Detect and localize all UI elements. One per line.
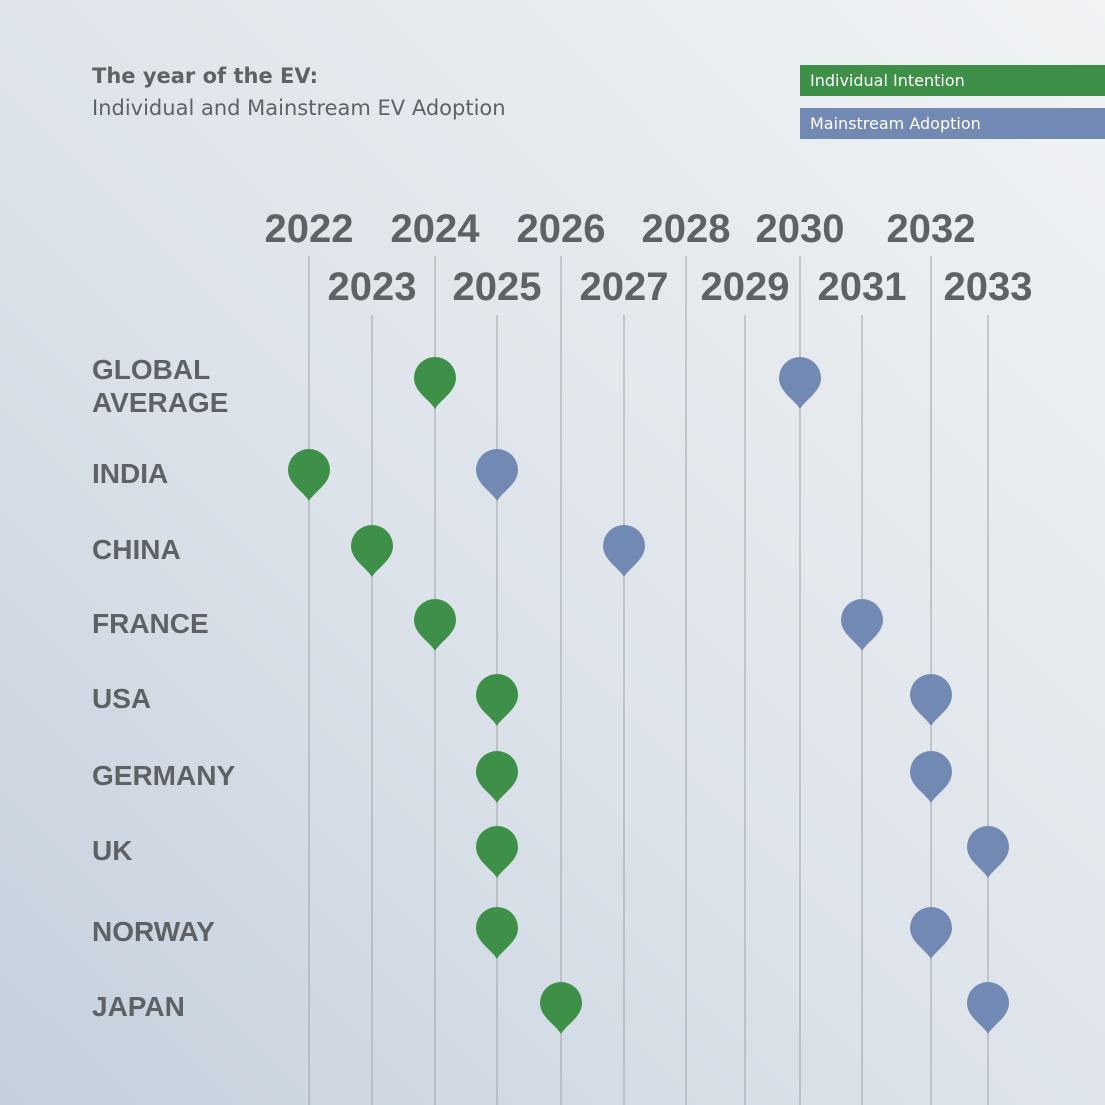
- country-label: USA: [92, 683, 151, 714]
- adoption-pin-france: [841, 599, 883, 651]
- legend-individual-intention: Individual Intention: [800, 65, 1105, 96]
- country-label: JAPAN: [92, 991, 185, 1022]
- intention-pin-china: [351, 525, 393, 577]
- intention-pin-usa: [476, 674, 518, 726]
- year-label-2023: 2023: [328, 265, 417, 309]
- adoption-pin-germany: [910, 751, 952, 803]
- intention-pin-global-average: [414, 357, 456, 409]
- legend-mainstream-adoption: Mainstream Adoption: [800, 108, 1105, 139]
- adoption-pin-norway: [910, 907, 952, 959]
- intention-pin-norway: [476, 907, 518, 959]
- adoption-pin-global-average: [779, 357, 821, 409]
- year-label-2029: 2029: [701, 265, 790, 309]
- intention-pin-japan: [540, 982, 582, 1034]
- country-label: FRANCE: [92, 608, 209, 639]
- country-label: INDIA: [92, 458, 168, 489]
- year-label-2026: 2026: [517, 207, 606, 251]
- year-label-2028: 2028: [642, 207, 731, 251]
- year-label-2030: 2030: [756, 207, 845, 251]
- country-label: GLOBAL AVERAGE: [92, 354, 228, 418]
- intention-pin-germany: [476, 751, 518, 803]
- adoption-pin-china: [603, 525, 645, 577]
- title-block: The year of the EV: Individual and Mains…: [92, 60, 506, 124]
- adoption-pin-japan: [967, 982, 1009, 1034]
- year-label-2031: 2031: [818, 265, 907, 309]
- year-label-2022: 2022: [265, 207, 354, 251]
- chart-title: The year of the EV:: [92, 64, 319, 88]
- adoption-pin-uk: [967, 826, 1009, 878]
- year-label-2027: 2027: [580, 265, 669, 309]
- country-label: UK: [92, 835, 132, 866]
- intention-pin-uk: [476, 826, 518, 878]
- intention-pin-india: [288, 449, 330, 501]
- country-label: NORWAY: [92, 916, 215, 947]
- country-label: CHINA: [92, 534, 181, 565]
- year-label-2033: 2033: [944, 265, 1033, 309]
- year-label-2024: 2024: [391, 207, 481, 251]
- adoption-pin-india: [476, 449, 518, 501]
- chart-subtitle: Individual and Mainstream EV Adoption: [92, 96, 506, 120]
- country-label: GERMANY: [92, 760, 235, 791]
- year-label-2025: 2025: [453, 265, 542, 309]
- year-label-2032: 2032: [887, 207, 976, 251]
- adoption-pin-usa: [910, 674, 952, 726]
- intention-pin-france: [414, 599, 456, 651]
